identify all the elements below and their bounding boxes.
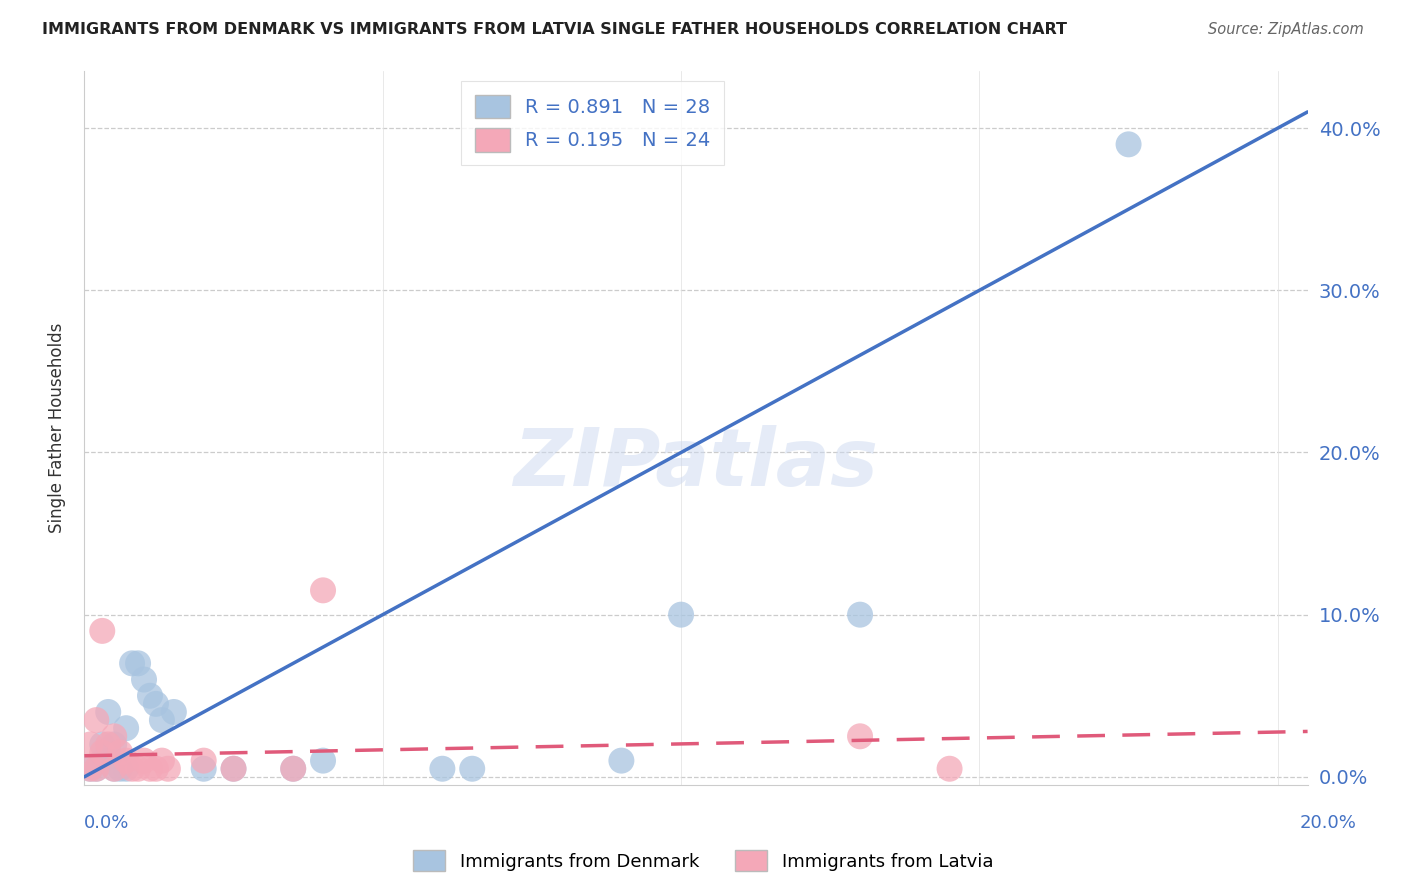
Point [115, 754, 138, 768]
Point [461, 762, 484, 776]
Point [150, 754, 173, 768]
Point [121, 762, 143, 776]
Point [283, 762, 305, 776]
Point [1118, 137, 1140, 152]
Point [938, 762, 960, 776]
Point [610, 754, 633, 768]
Point [108, 746, 131, 760]
Point [127, 657, 149, 671]
Point [79, 762, 101, 776]
Point [139, 762, 162, 776]
Point [163, 705, 186, 719]
Point [108, 762, 131, 776]
Point [103, 738, 125, 752]
Point [222, 762, 245, 776]
Point [91, 746, 114, 760]
Text: 20.0%: 20.0% [1301, 814, 1357, 831]
Text: ZIPatlas: ZIPatlas [513, 425, 879, 503]
Point [145, 697, 167, 711]
Point [115, 762, 138, 776]
Point [193, 762, 215, 776]
Text: 0.0%: 0.0% [84, 814, 129, 831]
Point [103, 762, 125, 776]
Point [849, 729, 872, 743]
Point [139, 689, 162, 703]
Point [145, 762, 167, 776]
Legend: R = 0.891   N = 28, R = 0.195   N = 24: R = 0.891 N = 28, R = 0.195 N = 24 [461, 81, 724, 166]
Point [103, 762, 125, 776]
Point [91, 738, 114, 752]
Point [312, 583, 335, 598]
Text: IMMIGRANTS FROM DENMARK VS IMMIGRANTS FROM LATVIA SINGLE FATHER HOUSEHOLDS CORRE: IMMIGRANTS FROM DENMARK VS IMMIGRANTS FR… [42, 22, 1067, 37]
Point [97, 738, 120, 752]
Point [849, 607, 872, 622]
Text: Source: ZipAtlas.com: Source: ZipAtlas.com [1208, 22, 1364, 37]
Point [121, 657, 143, 671]
Point [84, 762, 107, 776]
Point [103, 729, 125, 743]
Point [222, 762, 245, 776]
Point [132, 673, 155, 687]
Point [91, 754, 114, 768]
Point [84, 713, 107, 727]
Point [156, 762, 179, 776]
Legend: Immigrants from Denmark, Immigrants from Latvia: Immigrants from Denmark, Immigrants from… [405, 843, 1001, 879]
Point [91, 624, 114, 638]
Point [193, 754, 215, 768]
Point [432, 762, 454, 776]
Point [127, 762, 149, 776]
Point [150, 713, 173, 727]
Point [283, 762, 305, 776]
Point [132, 754, 155, 768]
Y-axis label: Single Father Households: Single Father Households [48, 323, 66, 533]
Point [97, 705, 120, 719]
Point [84, 762, 107, 776]
Point [79, 762, 101, 776]
Point [312, 754, 335, 768]
Point [79, 738, 101, 752]
Point [669, 607, 692, 622]
Point [97, 746, 120, 760]
Point [115, 721, 138, 735]
